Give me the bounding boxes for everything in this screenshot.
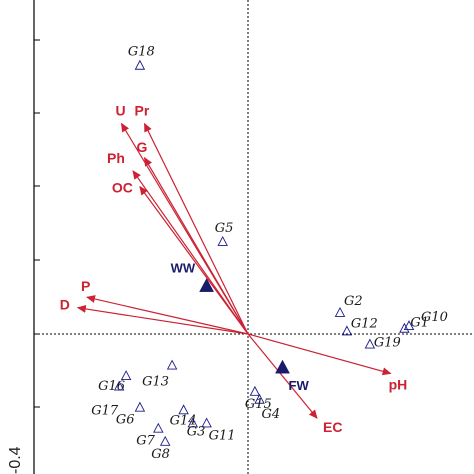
site-label-g16: G16: [98, 379, 125, 394]
site-label-g3: G3: [187, 424, 206, 439]
site-label-g11: G11: [209, 428, 236, 443]
site-marker-g18: [134, 59, 146, 70]
variable-label-oc: OC: [112, 180, 133, 196]
variable-label-ph: pH: [389, 376, 408, 392]
site-label-g10: G10: [421, 310, 448, 325]
site-label-g19: G19: [374, 336, 401, 351]
site-marker-g6: [134, 401, 146, 412]
treatment-label-ww: WW: [171, 261, 196, 276]
site-marker-g11: [201, 417, 212, 428]
site-label-g6: G6: [116, 413, 135, 428]
treatment-marker-fw: [275, 359, 290, 374]
treatment-label-fw: FW: [289, 378, 310, 393]
variable-label-pr: Pr: [135, 103, 150, 119]
site-label-g5: G5: [215, 221, 234, 236]
site-marker-g7: [153, 422, 164, 433]
site-label-g12: G12: [351, 316, 378, 331]
variable-label-d: D: [60, 297, 70, 313]
site-marker-g5: [217, 235, 228, 246]
site-label-g18: G18: [128, 45, 155, 60]
site-marker-g16: [120, 370, 132, 381]
arrow-ec: [247, 333, 318, 419]
site-marker-g15: [249, 385, 261, 396]
axis-frame: -0.4: [7, 0, 474, 474]
variable-label-ec: EC: [323, 419, 342, 435]
site-marker-g1: [399, 322, 410, 333]
treatment-marker-ww: [199, 278, 215, 292]
arrow-g: [143, 156, 249, 335]
site-marker-g10: [403, 320, 415, 331]
site-marker-g17: [113, 380, 125, 391]
arrow-ph: [247, 333, 392, 376]
site-marker-g14: [178, 404, 189, 415]
site-label-g8: G8: [151, 447, 170, 462]
y-tick-label: -0.4: [7, 446, 24, 474]
site-marker-g12: [341, 325, 353, 336]
arrow-oc: [139, 185, 249, 335]
arrow-pr: [143, 122, 249, 335]
site-marker-g13: [166, 359, 178, 370]
site-marker-g8: [159, 435, 171, 446]
variable-label-p: P: [81, 278, 90, 294]
arrow-d: [76, 304, 249, 335]
site-label-g7: G7: [136, 434, 155, 449]
arrow-ph: [132, 170, 249, 335]
site-label-g1: G1: [410, 316, 429, 331]
variable-label-g: G: [137, 139, 148, 155]
site-label-g2: G2: [344, 294, 363, 309]
site-label-g4: G4: [262, 407, 281, 422]
site-label-g15: G15: [245, 397, 272, 412]
arrow-p: [86, 295, 249, 335]
site-marker-g2: [334, 306, 346, 317]
variable-label-u: U: [116, 103, 126, 119]
site-marker-g19: [364, 338, 376, 349]
site-label-g13: G13: [142, 375, 169, 390]
variable-label-ph: Ph: [107, 150, 125, 166]
site-label-g17: G17: [91, 404, 119, 419]
treatment-points: WW FW: [171, 261, 310, 394]
site-marker-g4: [254, 393, 265, 404]
site-marker-g3: [187, 417, 199, 428]
